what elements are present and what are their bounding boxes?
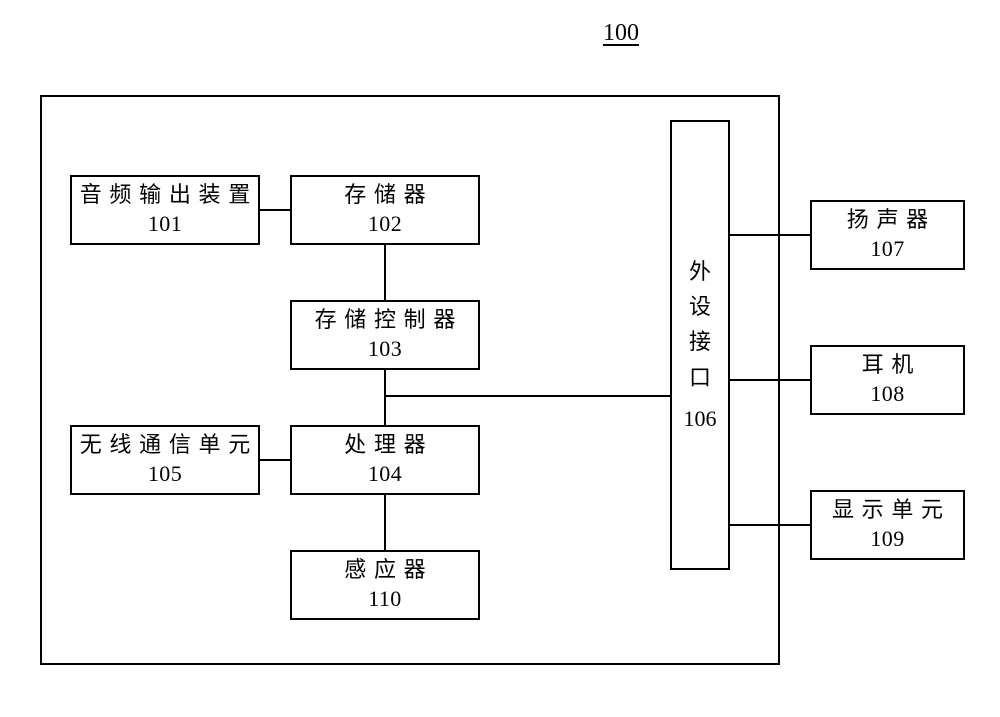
- node-number: 102: [368, 210, 402, 239]
- node-label: 存储控制器: [307, 306, 463, 335]
- node-number: 109: [870, 525, 904, 554]
- edge: [730, 234, 810, 236]
- node-vchar: 接: [689, 324, 711, 359]
- node-label: 处理器: [337, 431, 434, 460]
- node-number: 106: [684, 401, 717, 436]
- node-104-processor: 处理器 104: [290, 425, 480, 495]
- edge: [384, 395, 386, 425]
- edge: [384, 395, 670, 397]
- node-110-sensor: 感应器 110: [290, 550, 480, 620]
- edge: [384, 245, 386, 300]
- node-101-audio-output-device: 音频输出装置 101: [70, 175, 260, 245]
- node-label: 耳机: [854, 351, 921, 380]
- node-label: 显示单元: [824, 496, 951, 525]
- node-label: 扬声器: [839, 206, 936, 235]
- node-label: 感应器: [337, 556, 434, 585]
- node-vchar: 外: [689, 254, 711, 289]
- node-102-memory: 存储器 102: [290, 175, 480, 245]
- node-number: 107: [870, 235, 904, 264]
- node-105-wireless-comm-unit: 无线通信单元 105: [70, 425, 260, 495]
- node-label: 存储器: [337, 181, 434, 210]
- edge: [730, 524, 810, 526]
- node-number: 110: [368, 585, 402, 614]
- edge: [384, 495, 386, 550]
- edge: [260, 459, 290, 461]
- diagram-reference-number: 100: [603, 20, 639, 47]
- node-number: 108: [870, 380, 904, 409]
- edge: [384, 370, 386, 397]
- node-103-memory-controller: 存储控制器 103: [290, 300, 480, 370]
- edge: [730, 379, 810, 381]
- node-number: 101: [148, 210, 182, 239]
- node-number: 105: [148, 460, 182, 489]
- node-107-speaker: 扬声器 107: [810, 200, 965, 270]
- node-vchar: 口: [689, 360, 711, 395]
- node-number: 104: [368, 460, 402, 489]
- edge: [260, 209, 290, 211]
- node-109-display-unit: 显示单元 109: [810, 490, 965, 560]
- node-106-peripheral-interface: 外 设 接 口 106: [670, 120, 730, 570]
- node-108-headphone: 耳机 108: [810, 345, 965, 415]
- node-number: 103: [368, 335, 402, 364]
- node-label: 无线通信单元: [72, 431, 258, 460]
- node-label: 音频输出装置: [72, 181, 258, 210]
- diagram-canvas: 100 音频输出装置 101 存储器 102 存储控制器 103 处理器 104…: [0, 0, 1000, 717]
- node-vchar: 设: [689, 289, 711, 324]
